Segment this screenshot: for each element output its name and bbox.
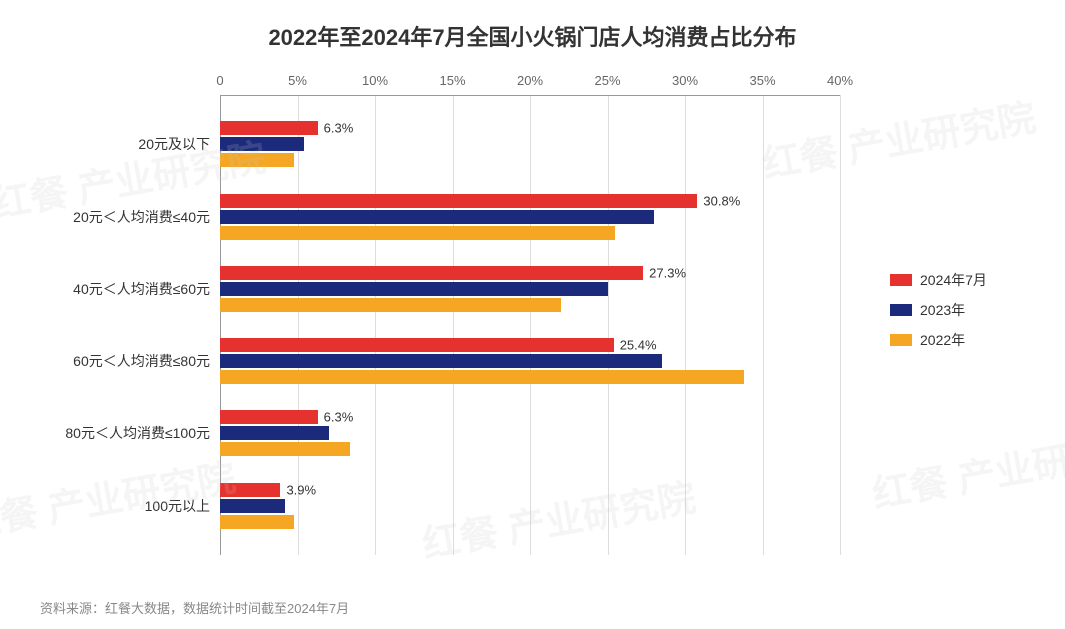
x-tick-label: 30% [672,73,698,88]
category-group: 100元以上3.9% [220,483,840,529]
x-tick-label: 15% [439,73,465,88]
x-tick-label: 35% [749,73,775,88]
bar [220,282,608,296]
bar [220,442,350,456]
bar: 6.3% [220,410,318,424]
x-tick-label: 20% [517,73,543,88]
watermark: 红餐 产业研究院 [867,416,1065,518]
category-label: 20元及以下 [138,134,220,154]
category-label: 100元以上 [145,496,220,516]
bar-value-label: 30.8% [697,193,740,208]
bar [220,499,285,513]
bar [220,298,561,312]
bar-value-label: 6.3% [318,121,354,136]
x-tick-label: 25% [594,73,620,88]
source-note: 资料来源：红餐大数据，数据统计时间截至2024年7月 [40,598,349,617]
category-label: 20元＜人均消费≤40元 [73,207,220,227]
bar-value-label: 6.3% [318,410,354,425]
legend-item: 2024年7月 [890,270,987,290]
bar [220,226,615,240]
chart-container: 2022年至2024年7月全国小火锅门店人均消费占比分布 05%10%15%20… [0,0,1065,629]
bar: 6.3% [220,121,318,135]
x-tick-label: 40% [827,73,853,88]
bar [220,137,304,151]
bar [220,426,329,440]
bar [220,370,744,384]
legend-swatch [890,304,912,316]
x-tick-label: 0 [216,73,223,88]
gridline [840,95,841,555]
legend-swatch [890,334,912,346]
legend-item: 2023年 [890,300,987,320]
bar [220,354,662,368]
legend-swatch [890,274,912,286]
bar-value-label: 25.4% [614,338,657,353]
bar-value-label: 27.3% [643,265,686,280]
bar: 3.9% [220,483,280,497]
category-group: 80元＜人均消费≤100元6.3% [220,410,840,456]
bar: 25.4% [220,338,614,352]
legend: 2024年7月 2023年 2022年 [890,270,987,360]
x-tick-label: 5% [288,73,307,88]
bar [220,153,294,167]
x-axis-line [220,95,840,96]
category-label: 60元＜人均消费≤80元 [73,351,220,371]
bar [220,210,654,224]
category-group: 20元＜人均消费≤40元30.8% [220,194,840,240]
category-group: 20元及以下6.3% [220,121,840,167]
legend-label: 2022年 [920,330,965,350]
x-tick-label: 10% [362,73,388,88]
chart-title: 2022年至2024年7月全国小火锅门店人均消费占比分布 [40,20,1025,52]
bar [220,515,294,529]
bar: 27.3% [220,266,643,280]
legend-label: 2024年7月 [920,270,987,290]
category-group: 60元＜人均消费≤80元25.4% [220,338,840,384]
legend-label: 2023年 [920,300,965,320]
category-label: 40元＜人均消费≤60元 [73,279,220,299]
legend-item: 2022年 [890,330,987,350]
bar-value-label: 3.9% [280,482,316,497]
category-group: 40元＜人均消费≤60元27.3% [220,266,840,312]
category-label: 80元＜人均消费≤100元 [65,423,220,443]
plot-area: 05%10%15%20%25%30%35%40%20元及以下6.3%20元＜人均… [220,95,840,555]
bar: 30.8% [220,194,697,208]
